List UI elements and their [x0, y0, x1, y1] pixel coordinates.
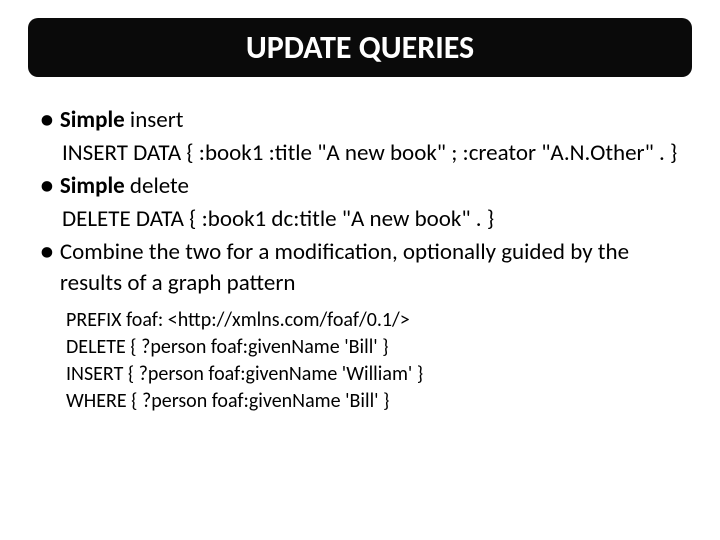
code-line-3: INSERT { ?person foaf:givenName 'William…	[66, 361, 692, 388]
code-line-2: DELETE { ?person foaf:givenName 'Bill' }	[66, 334, 692, 361]
bullet-icon: ●	[40, 237, 54, 299]
bullet-1-body: INSERT DATA { :book1 :title "A new book"…	[36, 138, 692, 169]
bullet-1-rest: insert	[125, 106, 184, 134]
bullet-3: ● Combine the two for a modification, op…	[36, 237, 692, 299]
bullet-2-rest: delete	[125, 172, 189, 200]
bullet-2-lead: Simple delete	[60, 171, 692, 202]
bullet-2: ● Simple delete	[36, 171, 692, 202]
bullet-1-lead: Simple insert	[60, 105, 692, 136]
code-line-4: WHERE { ?person foaf:givenName 'Bill' }	[66, 388, 692, 415]
bullet-1: ● Simple insert	[36, 105, 692, 136]
bullet-icon: ●	[40, 105, 54, 136]
bullet-2-body: DELETE DATA { :book1 dc:title "A new boo…	[36, 204, 692, 235]
bullet-1-bold: Simple	[60, 106, 125, 134]
content-area: ● Simple insert INSERT DATA { :book1 :ti…	[28, 105, 692, 415]
bullet-3-lead: Combine the two for a modification, opti…	[60, 237, 692, 299]
slide-title: UPDATE QUERIES	[28, 18, 692, 77]
bullet-icon: ●	[40, 171, 54, 202]
bullet-3-rest: Combine the two for a modification, opti…	[60, 238, 629, 297]
bullet-2-bold: Simple	[60, 172, 125, 200]
code-block: PREFIX foaf: <http://xmlns.com/foaf/0.1/…	[36, 307, 692, 415]
code-line-1: PREFIX foaf: <http://xmlns.com/foaf/0.1/…	[66, 307, 692, 334]
